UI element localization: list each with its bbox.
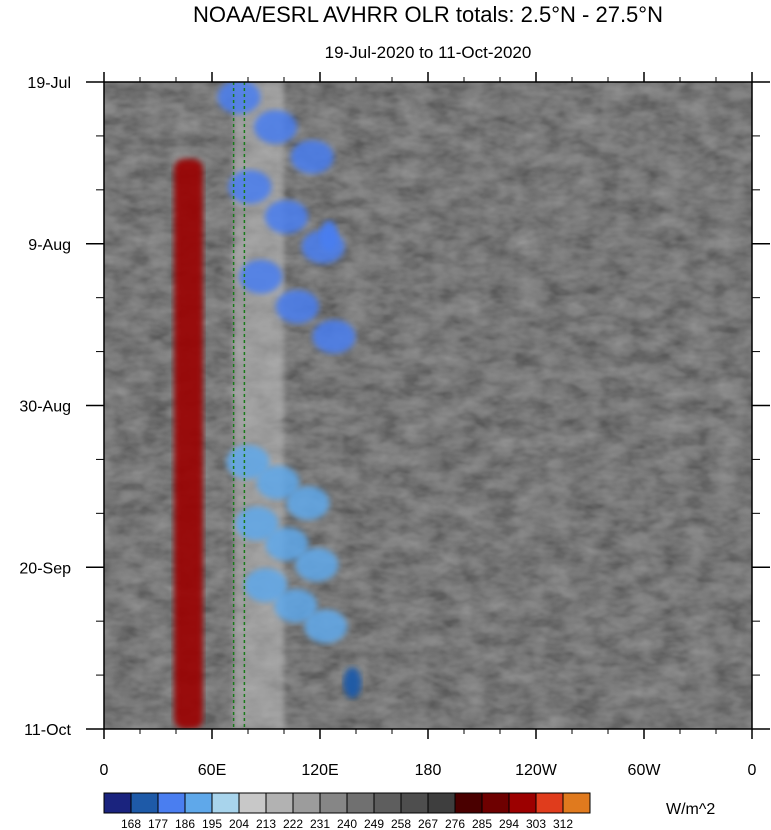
colorbar-box-12 <box>427 792 456 814</box>
colorbar-label-13: 285 <box>472 817 492 830</box>
colorbar-label-2: 186 <box>175 817 195 830</box>
x-axis: 0 60E 120E 180 120W 60W 0 <box>100 72 757 779</box>
colorbar-box-0 <box>103 792 132 814</box>
x-tick-label-4: 120W <box>515 762 558 779</box>
feature-2-blob-1 <box>256 465 300 500</box>
x-tick-label-1: 60E <box>198 762 226 779</box>
colorbar: 168 177 186 195 204 213 222 231 240 249 258 267 276 2… <box>103 792 591 830</box>
y-tick-label-3: 20-Sep <box>19 560 71 577</box>
feature-2-blob-4 <box>265 527 309 562</box>
chart-subtitle: 19-Jul-2020 to 11-Oct-2020 <box>325 43 532 62</box>
feature-2-blob-7 <box>274 588 318 623</box>
feature-3 <box>343 667 362 699</box>
colorbar-box-2 <box>157 792 186 814</box>
colorbar-box-8 <box>319 792 348 814</box>
colorbar-box-16 <box>535 792 564 814</box>
field-features <box>174 82 362 729</box>
colorbar-label-14: 294 <box>499 817 519 830</box>
feature-2-blob-2 <box>286 486 330 521</box>
feature-1-blob-8 <box>312 319 356 354</box>
feature-1-blob-3 <box>228 169 272 204</box>
x-tick-label-2: 120E <box>301 762 338 779</box>
texture-dark <box>104 82 752 729</box>
y-axis: 19-Jul 9-Aug 30-Aug 20-Sep 11-Oct <box>19 75 770 739</box>
feature-2-blob-0 <box>226 445 270 479</box>
colorbar-box-10 <box>373 792 402 814</box>
colorbar-label-15: 303 <box>526 817 546 830</box>
colorbar-label-12: 276 <box>445 817 465 830</box>
feature-2-blob-8 <box>304 609 348 644</box>
feature-2-blob-6 <box>244 568 288 603</box>
colorbar-box-4 <box>211 792 240 814</box>
plot-area <box>104 82 752 729</box>
chart-title: NOAA/ESRL AVHRR OLR totals: 2.5°N - 27.5… <box>193 2 663 27</box>
x-tick-label-3: 180 <box>415 762 442 779</box>
colorbar-box-17 <box>562 792 591 814</box>
y-tick-label-0: 19-Jul <box>27 75 71 92</box>
colorbar-label-9: 249 <box>364 817 384 830</box>
feature-2-blob-5 <box>295 547 339 582</box>
colorbar-box-14 <box>481 792 510 814</box>
colorbar-label-0: 168 <box>121 817 141 830</box>
y-tick-label-4: 11-Oct <box>24 722 71 739</box>
colorbar-label-11: 267 <box>418 817 438 830</box>
colorbar-label-10: 258 <box>391 817 411 830</box>
colorbar-label-6: 222 <box>283 817 303 830</box>
y-tick-label-2: 30-Aug <box>19 399 71 416</box>
feature-1-blob-6 <box>239 259 283 294</box>
colorbar-box-1 <box>130 792 159 814</box>
feature-4 <box>320 220 338 252</box>
feature-2-blob-3 <box>235 506 279 541</box>
feature-1-blob-2 <box>290 139 334 174</box>
colorbar-label-1: 177 <box>148 817 168 830</box>
colorbar-label-3: 195 <box>202 817 222 830</box>
feature-1-blob-1 <box>254 109 298 144</box>
colorbar-units: W/m^2 <box>666 801 715 818</box>
colorbar-label-16: 312 <box>553 817 573 830</box>
colorbar-box-7 <box>292 792 321 814</box>
colorbar-label-7: 231 <box>310 817 330 830</box>
colorbar-box-5 <box>238 792 267 814</box>
colorbar-box-3 <box>184 792 213 814</box>
feature-1-blob-0 <box>217 82 261 114</box>
colorbar-box-9 <box>346 792 375 814</box>
colorbar-box-15 <box>508 792 537 814</box>
colorbar-box-11 <box>400 792 429 814</box>
y-tick-label-1: 9-Aug <box>28 237 71 254</box>
x-tick-label-5: 60W <box>628 762 662 779</box>
x-tick-label-0: 0 <box>100 762 109 779</box>
feature-1-blob-7 <box>275 289 320 324</box>
feature-0 <box>174 159 203 729</box>
x-tick-label-6: 0 <box>748 762 757 779</box>
colorbar-box-6 <box>265 792 294 814</box>
colorbar-label-8: 240 <box>337 817 357 830</box>
colorbar-label-4: 204 <box>229 817 249 830</box>
colorbar-label-5: 213 <box>256 817 276 830</box>
colorbar-box-13 <box>454 792 483 814</box>
feature-1-blob-4 <box>264 199 309 234</box>
